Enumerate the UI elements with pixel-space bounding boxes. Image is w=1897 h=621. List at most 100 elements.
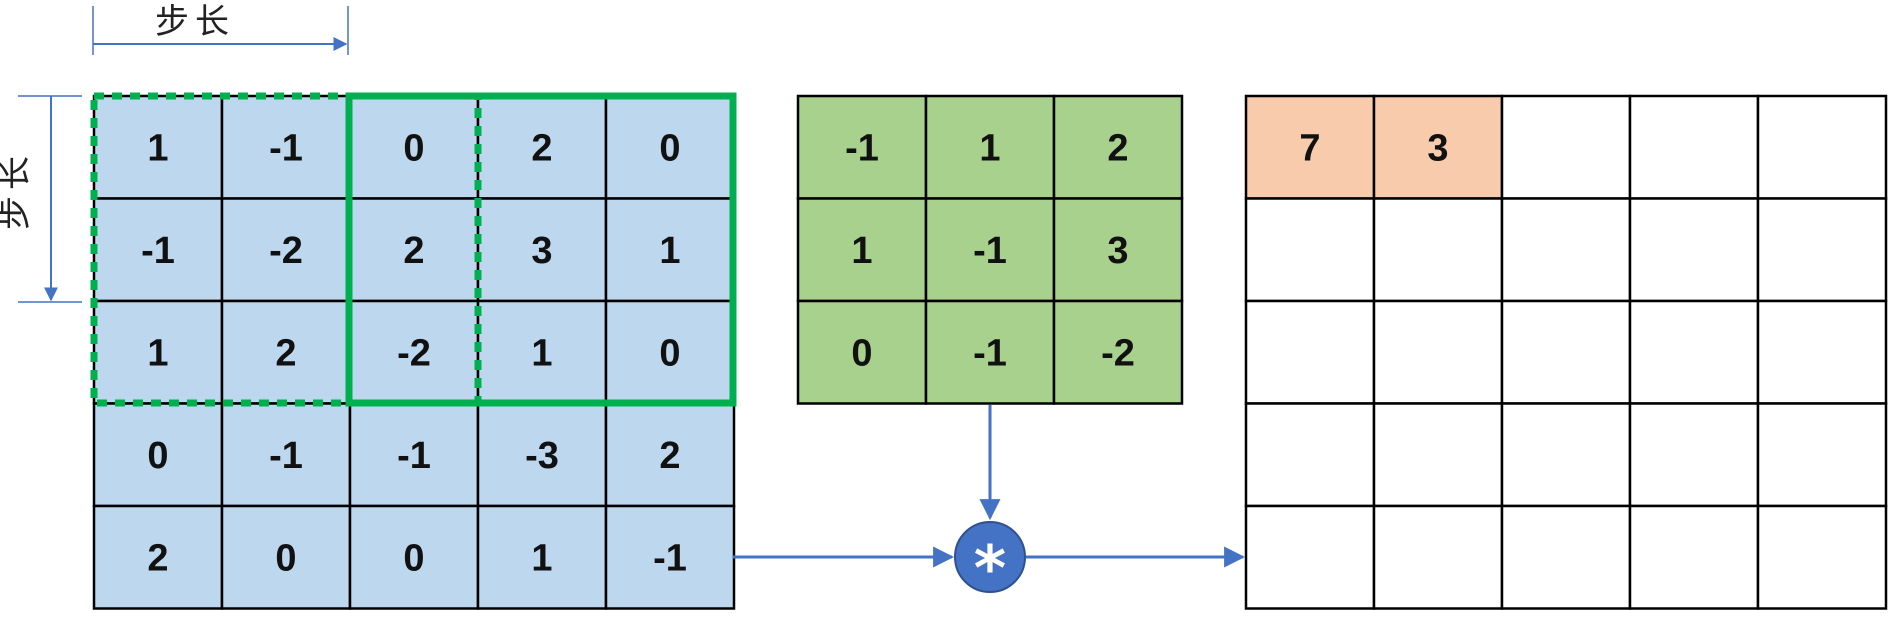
- output-cell-box: [1244, 299, 1376, 405]
- output-cell-box: [1756, 197, 1888, 303]
- output-cell: [1372, 504, 1504, 610]
- output-cell: [1500, 299, 1632, 405]
- input-cell: 0: [92, 402, 224, 508]
- input-cell: 0: [604, 299, 736, 405]
- output-cell-value: 7: [1299, 127, 1320, 169]
- output-cell: [1500, 197, 1632, 303]
- kernel-cell-value: 3: [1107, 230, 1128, 272]
- output-cell: [1628, 504, 1760, 610]
- input-cell: -1: [604, 504, 736, 610]
- input-cell-value: 0: [275, 537, 296, 579]
- kernel-cell-box: [796, 94, 928, 200]
- input-cell-box: [348, 299, 480, 405]
- input-cell-box: [92, 299, 224, 405]
- output-cell: [1628, 197, 1760, 303]
- output-cell-box: [1372, 504, 1504, 610]
- input-cell-value: 1: [531, 537, 552, 579]
- convolution-operator: *: [954, 521, 1026, 605]
- horizontal-stride-indicator: 步长: [92, 2, 349, 55]
- output-cell: 7: [1244, 94, 1376, 200]
- input-cell: -1: [92, 197, 224, 303]
- input-cell-value: 1: [659, 230, 680, 272]
- input-cell: 0: [220, 504, 352, 610]
- input-cell: 0: [348, 94, 480, 200]
- output-cell: [1244, 299, 1376, 405]
- input-matrix: 1 -1 0 2 0 -1 -2 2 3 1 1 2 -2 1 0 0 -1 -1 -3 2 2 0 0 1 -1: [92, 94, 736, 610]
- input-cell-value: -2: [397, 332, 431, 374]
- previous-window-dashed-outline: [90, 92, 482, 407]
- kernel-cell: 1: [796, 197, 928, 303]
- output-cell-box: [1372, 402, 1504, 508]
- output-cell: [1756, 402, 1888, 508]
- input-cell-value: 1: [147, 127, 168, 169]
- output-cell: [1372, 197, 1504, 303]
- output-cell: [1244, 197, 1376, 303]
- input-cell-value: 2: [531, 127, 552, 169]
- kernel-cell-value: 0: [851, 332, 872, 374]
- input-cell: 1: [92, 299, 224, 405]
- output-cell-box: [1500, 504, 1632, 610]
- input-cell: -1: [220, 402, 352, 508]
- input-cell-value: 0: [659, 127, 680, 169]
- input-cell-value: 3: [531, 230, 552, 272]
- output-cell: [1756, 94, 1888, 200]
- input-cell-value: -1: [269, 127, 303, 169]
- output-cell-box: [1628, 197, 1760, 303]
- input-cell: -1: [220, 94, 352, 200]
- output-cell-box: [1244, 402, 1376, 508]
- input-cell: -2: [220, 197, 352, 303]
- kernel-cell-box: [1052, 94, 1184, 200]
- input-cell-box: [92, 197, 224, 303]
- kernel-matrix: -1 1 2 1 -1 3 0 -1 -2: [796, 94, 1184, 405]
- output-cell: [1756, 299, 1888, 405]
- input-cell-box: [476, 299, 608, 405]
- vertical-stride-label: 步长: [0, 150, 35, 230]
- kernel-cell-box: [1052, 197, 1184, 303]
- kernel-cell-value: 1: [851, 230, 872, 272]
- input-cell: 2: [476, 94, 608, 200]
- kernel-cell-box: [924, 94, 1056, 200]
- output-cell-box: [1756, 402, 1888, 508]
- input-cell-value: 2: [147, 537, 168, 579]
- input-cell: -3: [476, 402, 608, 508]
- output-cell-box: [1372, 299, 1504, 405]
- input-cell-value: -1: [397, 435, 431, 477]
- input-cell-value: 0: [147, 435, 168, 477]
- output-cell-box: [1756, 94, 1888, 200]
- input-cell-value: 1: [531, 332, 552, 374]
- output-cell: [1500, 94, 1632, 200]
- input-cell-box: [348, 197, 480, 303]
- input-cell-box: [220, 197, 352, 303]
- input-cell-box: [92, 504, 224, 610]
- kernel-cell-value: -2: [1101, 332, 1135, 374]
- output-cell-box: [1628, 94, 1760, 200]
- input-cell: 2: [604, 402, 736, 508]
- input-cell-value: 0: [403, 537, 424, 579]
- input-cell: 2: [92, 504, 224, 610]
- output-cell: [1372, 299, 1504, 405]
- input-cell-box: [476, 504, 608, 610]
- kernel-cell-box: [1052, 299, 1184, 405]
- kernel-cell: 1: [924, 94, 1056, 200]
- input-cell-box: [604, 402, 736, 508]
- input-cell: 1: [92, 94, 224, 200]
- input-cell: 1: [476, 299, 608, 405]
- kernel-cell-value: -1: [973, 332, 1007, 374]
- output-cell: [1500, 402, 1632, 508]
- output-cell: [1244, 504, 1376, 610]
- output-cell-box: [1756, 299, 1888, 405]
- input-cell-value: 2: [275, 332, 296, 374]
- input-cell-value: 0: [659, 332, 680, 374]
- input-cell-box: [348, 504, 480, 610]
- operator-symbol: *: [974, 532, 1006, 605]
- operator-circle: [954, 521, 1026, 593]
- output-cell-box: [1500, 402, 1632, 508]
- output-cell: [1628, 94, 1760, 200]
- horizontal-stride-label: 步长: [155, 2, 235, 42]
- output-cell: [1756, 504, 1888, 610]
- input-cell-box: [604, 197, 736, 303]
- input-cell: 1: [476, 504, 608, 610]
- output-cell-box: [1628, 504, 1760, 610]
- input-cell-value: -3: [525, 435, 559, 477]
